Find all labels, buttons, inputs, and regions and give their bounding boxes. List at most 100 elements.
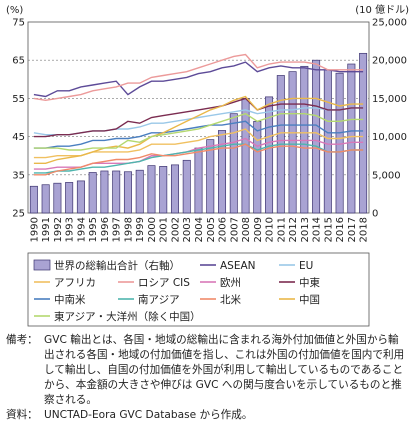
right-unit-label: (10 億ドル) [355,3,409,16]
x-tick-label: 2016 [335,217,346,242]
x-tick-label: 1999 [135,217,146,242]
x-tick-label: 1994 [76,217,87,242]
bar [76,180,85,214]
x-tick-label: 2000 [147,217,158,242]
x-tick-label: 1996 [100,217,111,242]
gvc-chart: 25 35 45 55 65 75 0 5,000 10,000 15,000 20,000 25,… [6,3,409,327]
bar [88,172,97,214]
bar [29,185,38,214]
series-line [33,143,364,176]
series-line [33,61,364,98]
bar [218,130,227,214]
bar [253,120,262,214]
right-tick-label: 5,000 [372,170,401,181]
legend-label: 東アジア・大洋州（除く中国） [54,310,201,323]
bar [265,96,274,214]
legend-label: 南アジア [138,293,180,306]
right-tick-label: 10,000 [372,132,407,143]
left-tick-label: 65 [12,56,25,67]
bar [123,171,132,214]
legend-label: 中国 [299,293,320,306]
x-tick-label: 1995 [88,217,99,242]
bar [53,182,62,214]
x-tick-label: 1998 [123,217,134,242]
left-tick-label: 55 [12,94,25,105]
bar [182,159,191,214]
source-text: UNCTAD-Eora GVC Database から作成。 [44,409,253,421]
x-tick-label: 2008 [241,217,252,242]
bar [147,165,156,214]
bar [112,170,121,214]
legend-label: ASEAN [220,260,256,272]
right-tick-label: 0 [372,209,378,220]
series-line [33,112,364,151]
bar [194,147,203,214]
legend-frame [27,252,370,327]
legend-label: ロシア CIS [138,277,190,289]
remarks-text: GVC 輸出とは、各国・地域の総輸出に含まれる海外付加価値と外国から輸出される各… [44,334,405,406]
x-tick-label: 2002 [170,217,181,242]
bar [359,52,368,214]
legend-swatch [33,259,51,271]
remarks: 備考： GVC 輸出とは、各国・地域の総輸出に含まれる海外付加価値と外国から輸出… [6,333,408,408]
series-line [33,97,364,138]
x-tick-label: 2005 [206,217,217,242]
right-tick-label: 25,000 [372,18,407,29]
x-axis: 1990 1991 1992 1993 1994 1995 1996 1997 1998 1999… [29,217,369,242]
series-line [33,143,364,174]
series-line [33,95,364,165]
bar [229,113,238,214]
source: 資料： UNCTAD-Eora GVC Database から作成。 [6,408,408,423]
legend-label: 北米 [220,293,241,306]
x-tick-label: 2017 [347,217,358,242]
left-tick-label: 35 [12,170,25,181]
bar [323,69,332,214]
bar [312,59,321,214]
x-tick-label: 2012 [288,217,299,242]
legend-label: 欧州 [220,277,241,289]
legend-label: 中南米 [54,293,86,306]
x-tick-label: 1991 [41,217,52,242]
x-tick-label: 1992 [53,217,64,242]
line-series [33,53,364,176]
x-tick-label: 2013 [300,217,311,242]
x-tick-label: 2009 [253,217,264,242]
series-line [33,53,364,102]
bar [100,170,109,214]
right-tick-label: 15,000 [372,94,407,105]
x-tick-label: 2007 [229,217,240,242]
bar [347,63,356,214]
x-tick-label: 2011 [276,217,287,242]
legend-label: EU [299,260,313,272]
x-tick-label: 2010 [265,217,276,242]
bar [300,65,309,214]
x-tick-label: 2015 [323,217,334,242]
notes: 備考： GVC 輸出とは、各国・地域の総輸出に含まれる海外付加価値と外国から輸出… [6,333,408,423]
x-tick-label: 2018 [359,217,370,242]
bar [135,169,144,214]
legend-label: 世界の総輸出合計（右軸） [54,259,180,272]
series-line [33,120,364,149]
x-tick-label: 2014 [312,217,323,242]
x-tick-label: 1993 [65,217,76,242]
bar [206,139,215,214]
legend-label: アフリカ [54,277,96,289]
right-axis: 0 5,000 10,000 15,000 20,000 25,000 [372,18,407,220]
bar [170,164,179,214]
x-tick-label: 2004 [194,217,205,242]
source-label: 資料： [6,409,38,421]
x-tick-label: 1990 [29,217,40,242]
left-tick-label: 75 [12,18,25,29]
remarks-label: 備考： [6,334,38,346]
left-axis: 25 35 45 55 65 75 [12,18,25,220]
left-tick-label: 25 [12,209,25,220]
x-tick-label: 2003 [182,217,193,242]
bar [41,184,50,214]
left-unit-label: (%) [6,5,23,16]
bar [159,166,168,214]
x-tick-label: 2006 [218,217,229,242]
right-tick-label: 20,000 [372,56,407,67]
legend-label: 中東 [299,276,320,289]
x-tick-label: 1997 [112,217,123,242]
